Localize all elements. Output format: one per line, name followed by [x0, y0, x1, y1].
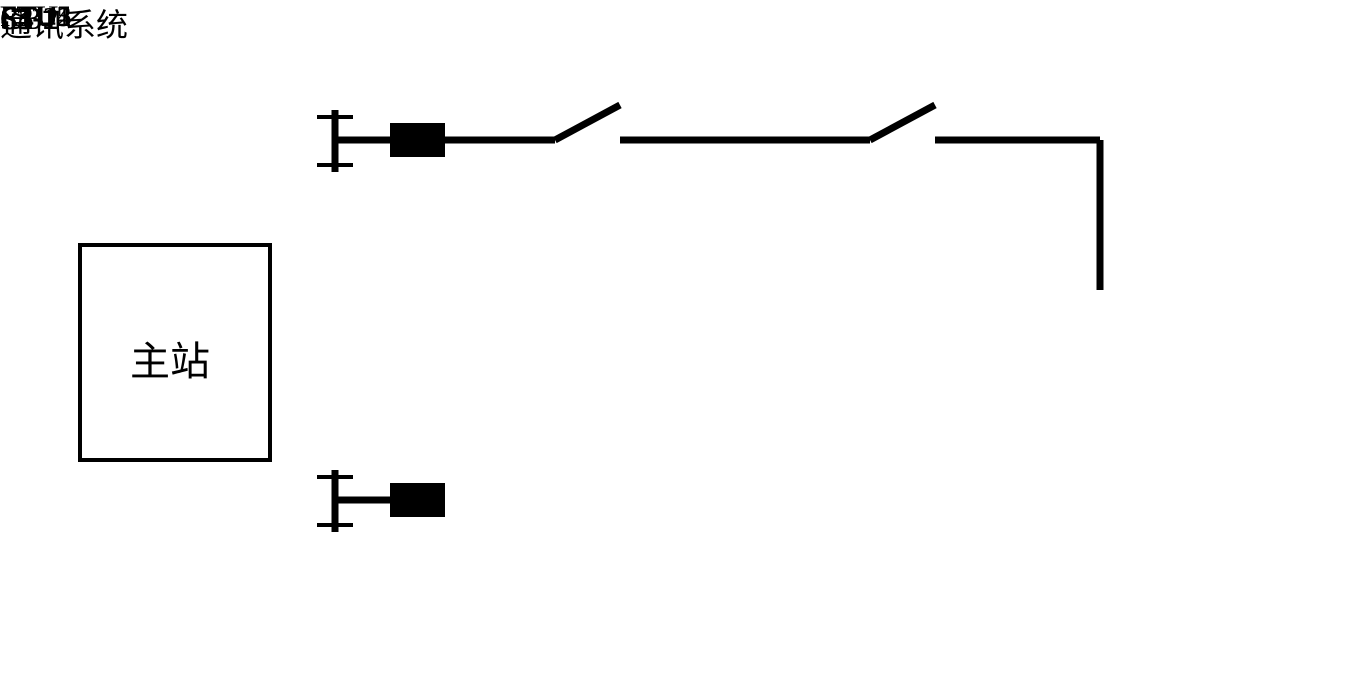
comm-system-label: 通讯系统 [0, 0, 128, 46]
master-station-label: 主站 [130, 329, 210, 387]
